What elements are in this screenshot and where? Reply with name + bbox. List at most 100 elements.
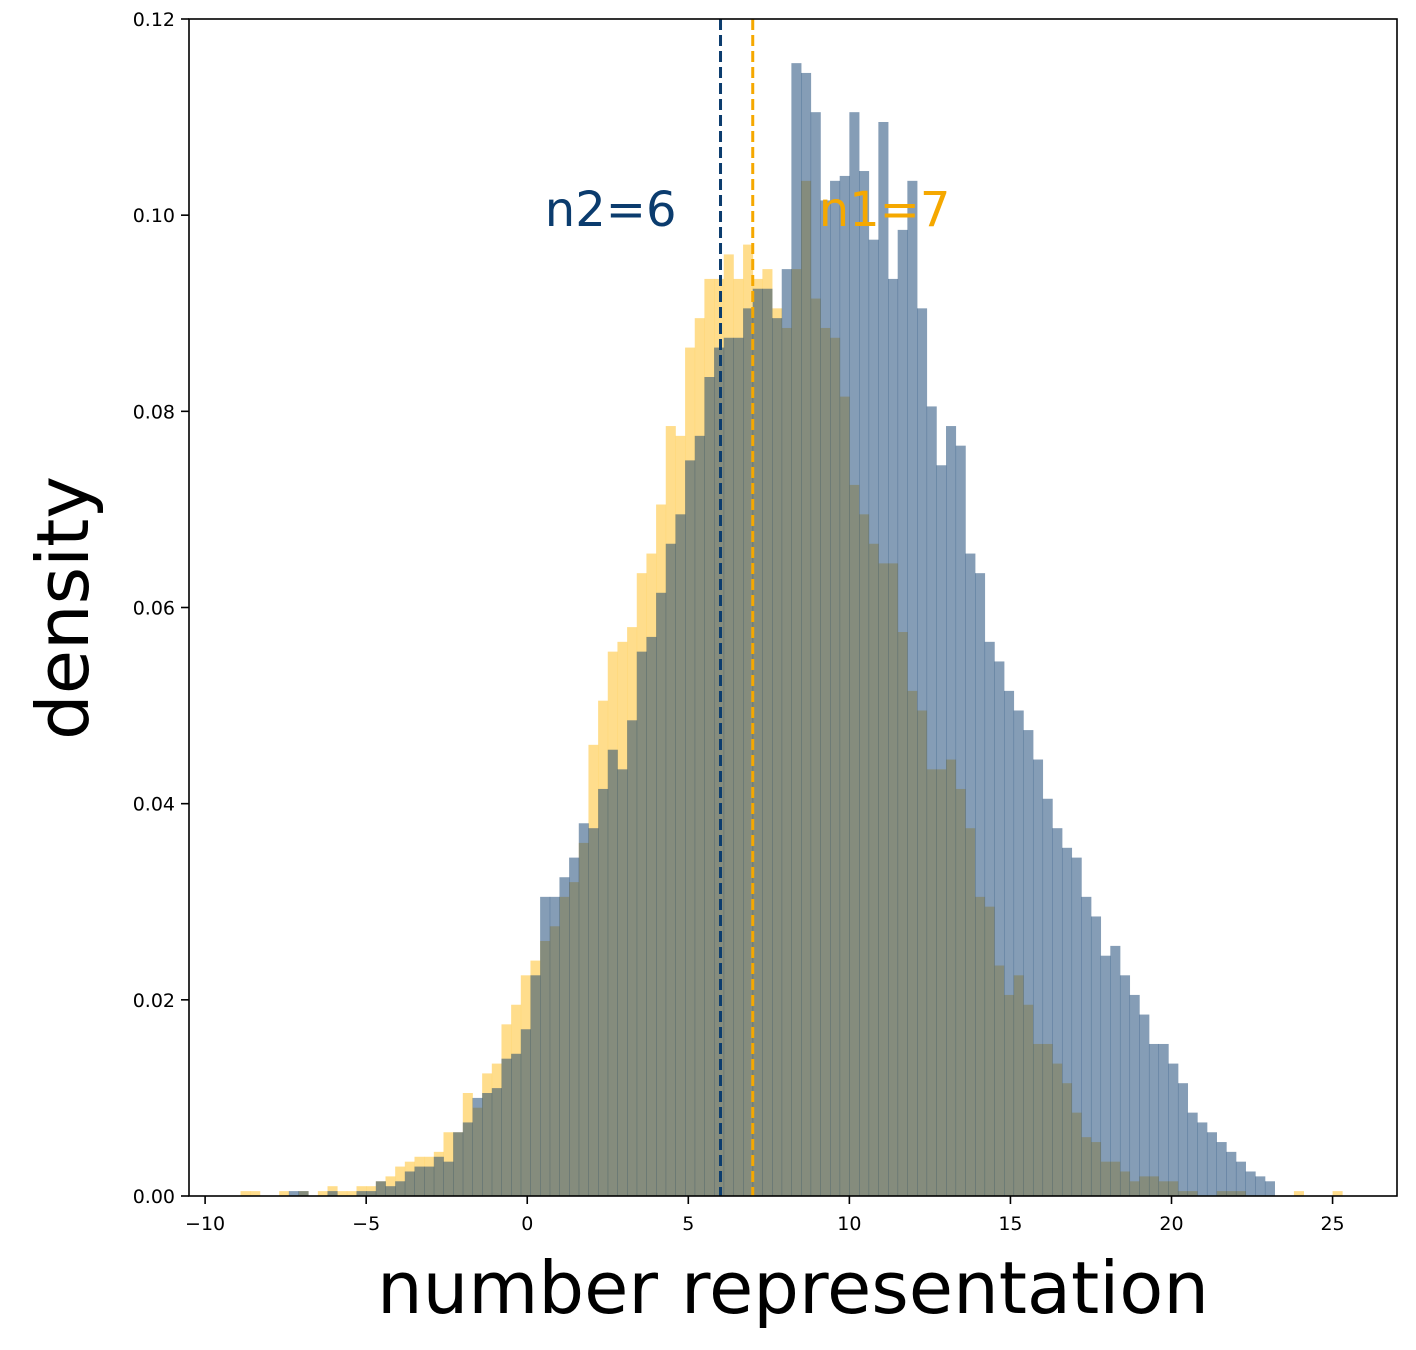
bar-s1-15 xyxy=(472,1097,483,1196)
bar-s1-48 xyxy=(791,63,802,1196)
bar-s0-98 xyxy=(1293,1191,1304,1196)
bar-s1-4 xyxy=(366,1191,377,1196)
bar-s1-51 xyxy=(820,200,831,1196)
bar-s1-34 xyxy=(656,592,667,1196)
bar-s1-18 xyxy=(501,1058,512,1196)
y-tick-label: 0.02 xyxy=(133,990,175,1012)
bar-s1-79 xyxy=(1090,916,1102,1196)
bar-s1-39 xyxy=(704,377,715,1196)
bar-s1-33 xyxy=(646,636,657,1196)
reference-label-0: n2=6 xyxy=(545,182,677,238)
bar-s1-64 xyxy=(946,426,957,1196)
bar-s1-68 xyxy=(984,641,995,1196)
bar-s0-5 xyxy=(327,1186,338,1196)
bar-s1-80 xyxy=(1100,955,1111,1196)
x-tick-label: 0 xyxy=(521,1213,533,1235)
bar-s1-20 xyxy=(520,1029,531,1196)
bar-s1-89 xyxy=(1187,1112,1198,1196)
bar-s0-0 xyxy=(240,1191,251,1196)
bar-s1-29 xyxy=(607,749,618,1196)
bar-s1-53 xyxy=(839,175,850,1196)
bar-s1-60 xyxy=(907,180,918,1197)
y-tick-label: 0.08 xyxy=(133,401,175,423)
bar-s1-21 xyxy=(530,975,541,1196)
bar-s1-92 xyxy=(1216,1142,1227,1196)
bar-s1-9 xyxy=(414,1166,425,1196)
bar-s1-70 xyxy=(1004,690,1015,1196)
bar-s1-97 xyxy=(1264,1181,1275,1196)
bar-s1-83 xyxy=(1129,994,1140,1196)
bar-s1-24 xyxy=(559,877,570,1196)
bar-s1-96 xyxy=(1255,1176,1266,1196)
x-tick-label: 25 xyxy=(1320,1213,1344,1235)
bar-s0-8 xyxy=(356,1186,367,1196)
bar-s1-41 xyxy=(723,337,734,1196)
bar-s0-7 xyxy=(346,1191,357,1196)
bar-s1-58 xyxy=(888,278,899,1196)
bar-s1-37 xyxy=(685,460,696,1197)
bar-s1-57 xyxy=(878,121,889,1197)
bar-s1-13 xyxy=(453,1132,464,1196)
bar-s1-93 xyxy=(1226,1151,1237,1196)
bar-s1-6 xyxy=(385,1186,396,1196)
bar-s1-10 xyxy=(424,1166,435,1196)
bar-s1-49 xyxy=(801,72,812,1197)
bar-s1-28 xyxy=(598,788,609,1196)
bar-s0-9 xyxy=(366,1186,377,1196)
bar-s0-99 xyxy=(1332,1191,1343,1196)
bar-s1-94 xyxy=(1235,1161,1246,1196)
y-tick-label: 0.10 xyxy=(133,205,175,227)
y-axis-label: density xyxy=(21,476,105,740)
bar-s1-43 xyxy=(743,308,754,1197)
bar-s1-61 xyxy=(917,308,928,1197)
bar-s1-69 xyxy=(994,661,1005,1196)
x-tick-label: −10 xyxy=(185,1213,225,1235)
bar-s1-45 xyxy=(762,288,773,1197)
bar-s1-17 xyxy=(491,1088,502,1196)
bar-s1-65 xyxy=(955,445,966,1196)
bar-s1-52 xyxy=(830,180,841,1197)
bar-s1-16 xyxy=(482,1093,493,1196)
bar-s1-0 xyxy=(288,1191,299,1196)
bar-s1-26 xyxy=(578,823,589,1196)
bar-s1-55 xyxy=(859,171,870,1196)
y-tick-label: 0.12 xyxy=(133,9,175,31)
bar-s1-46 xyxy=(772,318,783,1196)
bar-s1-14 xyxy=(462,1122,473,1196)
bar-s1-85 xyxy=(1148,1043,1160,1196)
bar-s1-54 xyxy=(849,112,860,1196)
y-tick-label: 0.06 xyxy=(133,598,175,620)
bar-s1-86 xyxy=(1158,1043,1169,1196)
bar-s1-77 xyxy=(1071,857,1082,1196)
bar-s1-74 xyxy=(1042,798,1053,1196)
bar-s1-38 xyxy=(694,435,705,1197)
bar-s1-63 xyxy=(936,465,947,1196)
bar-s1-76 xyxy=(1061,847,1073,1196)
x-tick-label: 15 xyxy=(998,1213,1022,1235)
bar-s1-88 xyxy=(1177,1083,1189,1196)
bar-s1-62 xyxy=(926,406,937,1196)
bar-s1-84 xyxy=(1139,1014,1150,1196)
bar-s1-78 xyxy=(1081,896,1092,1196)
bar-s1-12 xyxy=(443,1161,454,1196)
bar-s1-5 xyxy=(375,1181,386,1196)
bar-s1-31 xyxy=(627,720,638,1196)
bar-s1-66 xyxy=(965,553,976,1196)
histogram-bars xyxy=(240,63,1343,1197)
y-tick-label: 0.04 xyxy=(133,794,175,816)
bar-s1-95 xyxy=(1245,1171,1256,1196)
bar-s1-44 xyxy=(752,288,763,1197)
bar-s0-4 xyxy=(317,1191,328,1196)
x-tick-label: −5 xyxy=(352,1213,380,1235)
bar-s1-75 xyxy=(1052,828,1063,1196)
bar-s1-59 xyxy=(897,229,908,1196)
bar-s1-30 xyxy=(617,769,628,1196)
bar-s1-82 xyxy=(1119,975,1131,1196)
x-tick-label: 5 xyxy=(682,1213,694,1235)
x-tick-label: 10 xyxy=(837,1213,861,1235)
bar-s1-35 xyxy=(665,543,676,1196)
reference-lines xyxy=(719,19,755,1196)
x-axis-label: number representation xyxy=(377,1246,1209,1330)
bar-s1-32 xyxy=(636,651,647,1196)
bar-s1-73 xyxy=(1032,759,1044,1196)
